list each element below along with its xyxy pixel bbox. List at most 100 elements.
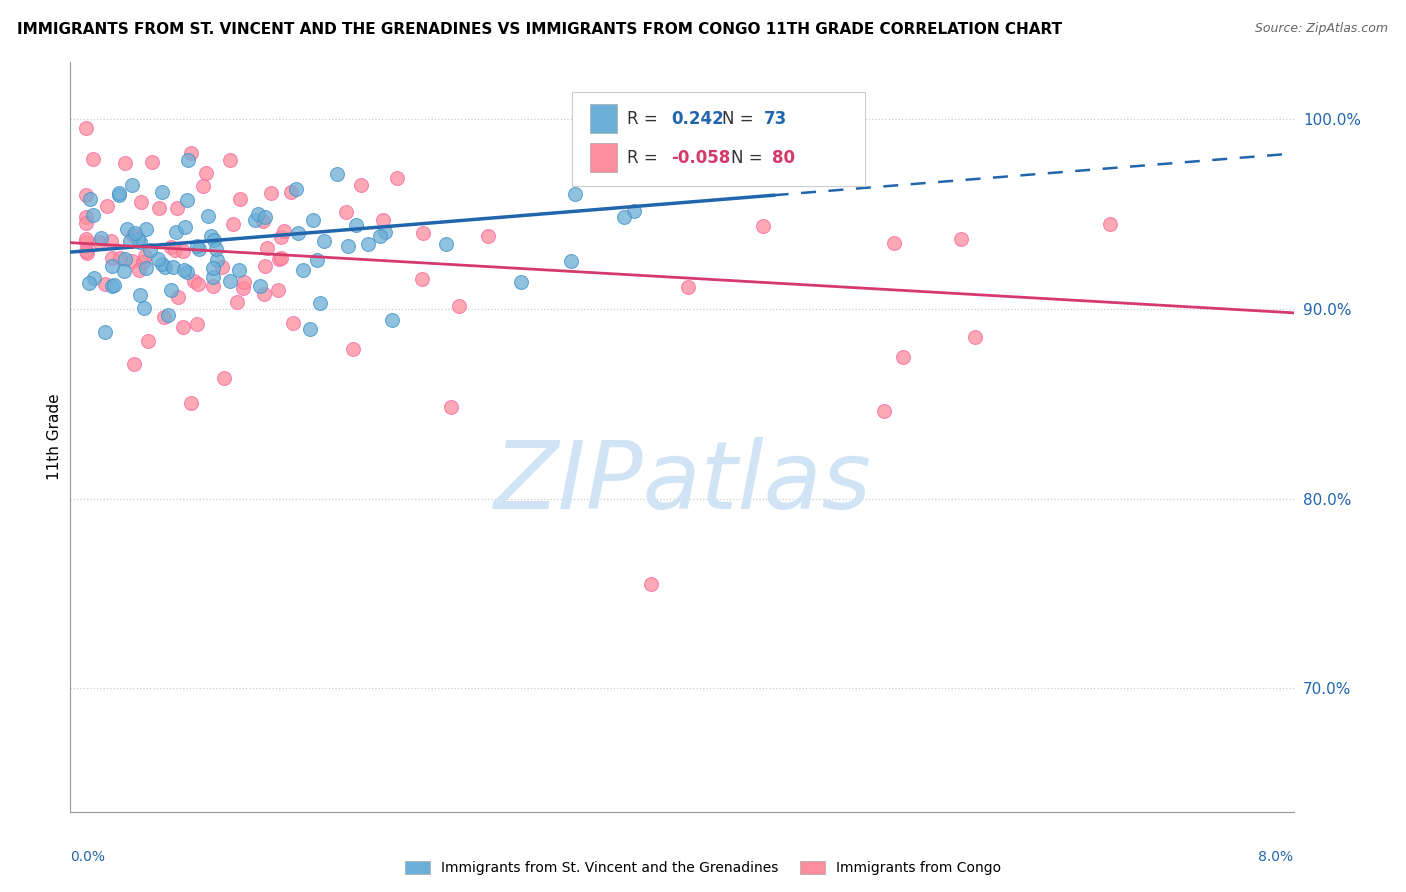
Point xyxy=(965,329,987,343)
Point xyxy=(434,237,457,252)
Point xyxy=(83,271,105,285)
Point xyxy=(232,281,254,295)
Point xyxy=(94,277,117,292)
Text: -0.058: -0.058 xyxy=(671,149,730,167)
Point xyxy=(233,275,256,289)
Text: N =: N = xyxy=(731,149,768,167)
Point xyxy=(124,357,146,371)
Point xyxy=(197,209,219,223)
Point xyxy=(100,278,122,293)
Point xyxy=(76,245,98,260)
Point xyxy=(222,217,245,231)
Point xyxy=(254,211,277,225)
Point xyxy=(127,232,149,246)
Point xyxy=(477,228,499,243)
Point xyxy=(90,231,112,245)
Point xyxy=(678,280,700,294)
Point xyxy=(440,400,463,414)
Point xyxy=(176,193,198,207)
Point xyxy=(350,178,373,192)
Point xyxy=(132,255,155,269)
Point xyxy=(281,316,304,330)
Text: Source: ZipAtlas.com: Source: ZipAtlas.com xyxy=(1254,22,1388,36)
Point xyxy=(381,313,404,327)
Point xyxy=(252,214,274,228)
Point xyxy=(370,228,392,243)
Point xyxy=(156,308,179,322)
Point xyxy=(135,260,157,275)
Point xyxy=(180,396,202,410)
Point xyxy=(112,264,135,278)
Point xyxy=(114,156,136,170)
Point xyxy=(124,226,146,240)
Legend: Immigrants from St. Vincent and the Grenadines, Immigrants from Congo: Immigrants from St. Vincent and the Gren… xyxy=(399,855,1007,880)
Point xyxy=(287,226,309,240)
Point xyxy=(146,252,169,266)
Point xyxy=(214,371,236,385)
Point xyxy=(139,244,162,258)
Point xyxy=(201,270,224,285)
Point xyxy=(344,218,367,232)
Point xyxy=(326,167,349,181)
Point xyxy=(96,198,118,212)
Point xyxy=(883,236,905,251)
Point xyxy=(75,211,97,225)
Text: IMMIGRANTS FROM ST. VINCENT AND THE GRENADINES VS IMMIGRANTS FROM CONGO 11TH GRA: IMMIGRANTS FROM ST. VINCENT AND THE GREN… xyxy=(17,22,1062,37)
Point xyxy=(129,194,152,209)
Point xyxy=(128,263,150,277)
Text: 73: 73 xyxy=(763,110,787,128)
Point xyxy=(166,290,188,304)
Point xyxy=(121,254,143,268)
Point xyxy=(153,260,176,274)
Point xyxy=(256,241,278,255)
Point xyxy=(371,212,394,227)
Point xyxy=(873,403,896,417)
FancyBboxPatch shape xyxy=(572,93,866,186)
Point xyxy=(159,240,181,254)
Text: N =: N = xyxy=(723,110,759,128)
Point xyxy=(134,249,156,263)
Point xyxy=(121,227,143,242)
Point xyxy=(357,237,380,252)
Point xyxy=(510,276,533,290)
Point xyxy=(152,310,174,325)
Point xyxy=(280,185,302,199)
Point xyxy=(195,166,218,180)
Point xyxy=(176,265,198,279)
Text: ZIPatlas: ZIPatlas xyxy=(494,436,870,527)
Point xyxy=(173,263,195,277)
Point xyxy=(150,257,173,271)
Text: R =: R = xyxy=(627,110,662,128)
Point xyxy=(201,260,224,275)
Point xyxy=(166,201,188,215)
Point xyxy=(337,239,360,253)
Point xyxy=(75,235,97,250)
Point xyxy=(75,187,97,202)
Point xyxy=(188,242,211,256)
Point xyxy=(307,253,329,268)
Point xyxy=(247,207,270,221)
Point xyxy=(110,251,132,265)
Point xyxy=(187,277,209,291)
Point xyxy=(128,235,150,250)
Point xyxy=(118,234,141,248)
Point xyxy=(87,235,110,249)
Point xyxy=(202,279,225,293)
Point xyxy=(172,244,194,258)
Point xyxy=(162,260,184,274)
Point xyxy=(103,277,125,292)
Point xyxy=(121,178,143,192)
Point xyxy=(412,226,434,240)
Point xyxy=(100,251,122,265)
Point xyxy=(260,186,283,200)
Point xyxy=(148,201,170,215)
Point xyxy=(82,208,104,222)
Point xyxy=(150,186,173,200)
FancyBboxPatch shape xyxy=(591,144,617,172)
Point xyxy=(219,275,242,289)
Point xyxy=(387,170,409,185)
Point xyxy=(204,242,226,256)
Point xyxy=(302,212,325,227)
Text: 8.0%: 8.0% xyxy=(1258,850,1294,863)
Point xyxy=(245,212,267,227)
